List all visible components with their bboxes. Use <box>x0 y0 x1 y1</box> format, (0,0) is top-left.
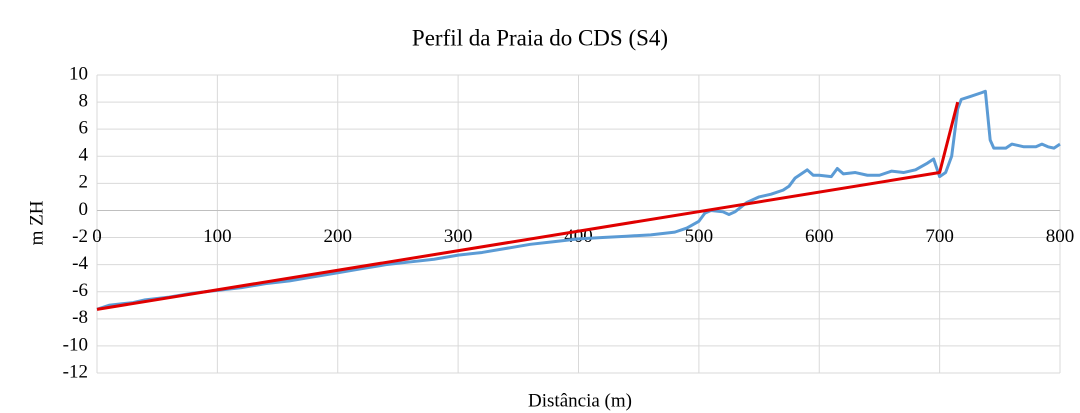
y-tick-label: -12 <box>63 361 88 382</box>
y-tick-label: -8 <box>72 307 88 328</box>
x-tick-label: 300 <box>444 226 473 247</box>
y-tick-label: -2 <box>72 226 88 247</box>
y-tick-label: 8 <box>79 90 89 111</box>
x-tick-label: 0 <box>92 226 102 247</box>
y-axis-title: m ZH <box>26 200 47 245</box>
x-tick-label: 700 <box>925 226 954 247</box>
series-line <box>96 101 960 311</box>
x-tick-label: 500 <box>685 226 714 247</box>
chart-title: Perfil da Praia do CDS (S4) <box>412 25 668 50</box>
x-axis-title: Distância (m) <box>528 390 632 411</box>
x-tick-label: 800 <box>1046 226 1075 247</box>
y-tick-label: -4 <box>72 253 88 274</box>
y-tick-label: 2 <box>79 172 89 193</box>
x-tick-label: 200 <box>324 226 353 247</box>
y-tick-label: -6 <box>72 280 88 301</box>
y-tick-label: -10 <box>63 334 88 355</box>
x-tick-label: 100 <box>203 226 232 247</box>
y-tick-label: 6 <box>79 118 89 139</box>
y-tick-label: 4 <box>79 145 89 166</box>
x-tick-label: 600 <box>805 226 834 247</box>
series-line <box>96 89 1061 311</box>
y-tick-label: 10 <box>69 63 88 84</box>
y-tick-label: 0 <box>79 199 89 220</box>
